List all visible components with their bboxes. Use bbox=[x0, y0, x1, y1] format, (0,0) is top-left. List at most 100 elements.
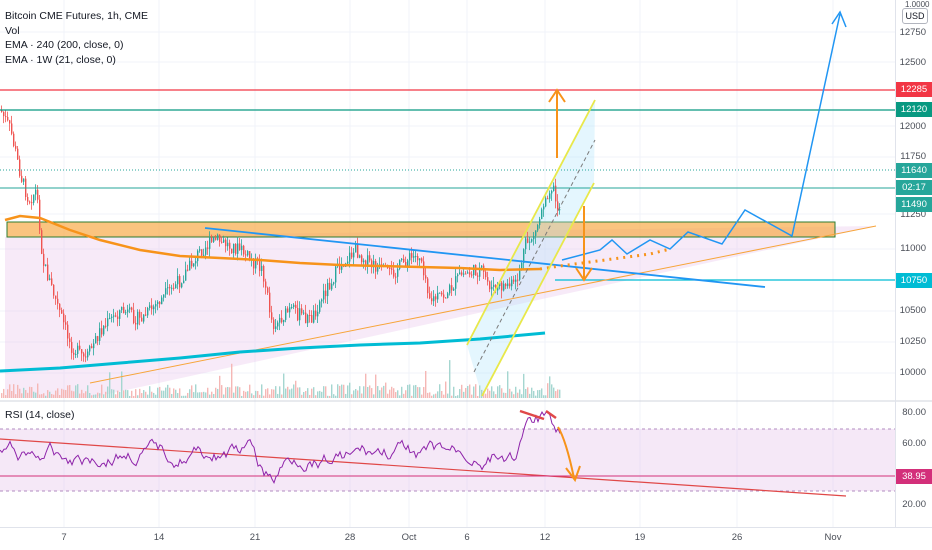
volume-bar bbox=[555, 391, 557, 398]
volume-bar bbox=[69, 385, 71, 398]
volume-bar bbox=[411, 395, 413, 398]
volume-bar bbox=[281, 394, 283, 398]
candle-body bbox=[143, 314, 145, 322]
candle-body bbox=[85, 356, 87, 358]
currency-button[interactable]: USD bbox=[902, 8, 928, 24]
candle-body bbox=[355, 244, 357, 253]
candle-body bbox=[127, 309, 129, 313]
channel-top-left bbox=[466, 257, 513, 346]
channel-lower[interactable] bbox=[481, 182, 595, 397]
candle-body bbox=[275, 326, 277, 329]
volume-bar bbox=[173, 388, 175, 398]
ema-weekly-line[interactable] bbox=[4, 214, 541, 272]
volume-bar bbox=[111, 389, 113, 398]
volume-bar bbox=[341, 384, 343, 398]
volume-bar bbox=[85, 391, 87, 398]
candle-body bbox=[479, 267, 481, 277]
candle-body bbox=[529, 241, 531, 243]
consolidation-zone[interactable] bbox=[6, 221, 836, 238]
volume-bar bbox=[123, 390, 125, 398]
volume-bar bbox=[335, 395, 337, 398]
candle-body bbox=[311, 315, 313, 323]
projection-path[interactable] bbox=[561, 13, 841, 261]
candle-body bbox=[55, 295, 57, 299]
candle-body bbox=[161, 297, 163, 305]
volume-bar bbox=[201, 392, 203, 398]
volume-bar bbox=[511, 391, 513, 398]
legend-ema-240[interactable]: EMA · 240 (200, close, 0) bbox=[5, 39, 124, 51]
rsi-trendline[interactable] bbox=[0, 438, 847, 497]
volume-bar bbox=[547, 383, 549, 398]
candle-body bbox=[419, 258, 421, 261]
volume-bar bbox=[167, 384, 169, 398]
price-label-11490: 11490 bbox=[896, 197, 932, 212]
volume-bar bbox=[523, 373, 525, 398]
candle-body bbox=[341, 265, 343, 270]
channel-upper[interactable] bbox=[511, 99, 596, 259]
candle-body bbox=[293, 304, 295, 307]
volume-bar bbox=[129, 395, 131, 398]
candle-body bbox=[5, 116, 7, 118]
descending-trendline[interactable] bbox=[204, 227, 766, 288]
candle-body bbox=[171, 287, 173, 289]
ascending-trendline[interactable] bbox=[89, 225, 877, 384]
time-tick: 21 bbox=[249, 532, 261, 543]
volume-bar bbox=[45, 395, 47, 398]
legend-volume[interactable]: Vol bbox=[5, 24, 20, 37]
volume-bar bbox=[305, 390, 307, 398]
volume-bar bbox=[389, 389, 391, 398]
candle-body bbox=[549, 193, 551, 199]
volume-bar bbox=[433, 394, 435, 398]
volume-bar bbox=[163, 390, 165, 398]
rsi-current-label: 38.95 bbox=[896, 469, 932, 484]
rsi-down-arrowhead bbox=[565, 465, 581, 483]
volume-bar bbox=[13, 384, 15, 398]
volume-bar bbox=[451, 395, 453, 398]
volume-bar bbox=[535, 395, 537, 398]
candle-body bbox=[475, 264, 477, 276]
candle-body bbox=[519, 269, 521, 280]
volume-bar bbox=[217, 388, 219, 398]
candle-body bbox=[195, 261, 197, 264]
candle-body bbox=[235, 243, 237, 254]
candle-body bbox=[447, 293, 449, 299]
price-tick: 10250 bbox=[899, 336, 926, 347]
candle-body bbox=[63, 313, 65, 323]
rsi-divergence-line-2[interactable] bbox=[545, 409, 557, 420]
legend-ema-weekly[interactable]: EMA · 1W (21, close, 0) bbox=[5, 53, 116, 66]
volume-bar bbox=[3, 388, 5, 398]
volume-bar bbox=[187, 392, 189, 398]
candle-body bbox=[261, 265, 263, 271]
candle-body bbox=[185, 269, 187, 281]
volume-bar bbox=[307, 388, 309, 398]
volume-bar bbox=[153, 392, 155, 398]
volume-bar bbox=[67, 385, 69, 398]
rsi-divergence-line[interactable] bbox=[519, 409, 545, 421]
candle-body bbox=[395, 276, 397, 278]
volume-bar bbox=[479, 385, 481, 398]
candle-body bbox=[269, 292, 271, 313]
volume-bar bbox=[435, 393, 437, 398]
candle-body bbox=[323, 290, 325, 300]
candle-body bbox=[69, 338, 71, 342]
candle-body bbox=[169, 287, 171, 289]
volume-bar bbox=[121, 371, 123, 398]
candle-body bbox=[221, 241, 223, 243]
candle-body bbox=[423, 261, 425, 276]
volume-bar bbox=[455, 395, 457, 398]
candle-body bbox=[367, 255, 369, 267]
candle-body bbox=[7, 116, 9, 121]
price-axis-top-value: 1.0000 bbox=[905, 0, 930, 9]
symbol-title[interactable]: Bitcoin CME Futures, 1h, CME bbox=[5, 10, 148, 22]
rsi-legend[interactable]: RSI (14, close) bbox=[5, 409, 75, 421]
channel-mid[interactable] bbox=[473, 139, 596, 373]
ema-200-line[interactable] bbox=[0, 331, 546, 373]
candle-body bbox=[555, 185, 557, 202]
candle-body bbox=[211, 237, 213, 242]
volume-bar bbox=[525, 388, 527, 398]
candle-body bbox=[413, 256, 415, 258]
candle-body bbox=[179, 276, 181, 288]
volume-bar bbox=[471, 394, 473, 398]
volume-bar bbox=[313, 387, 315, 398]
